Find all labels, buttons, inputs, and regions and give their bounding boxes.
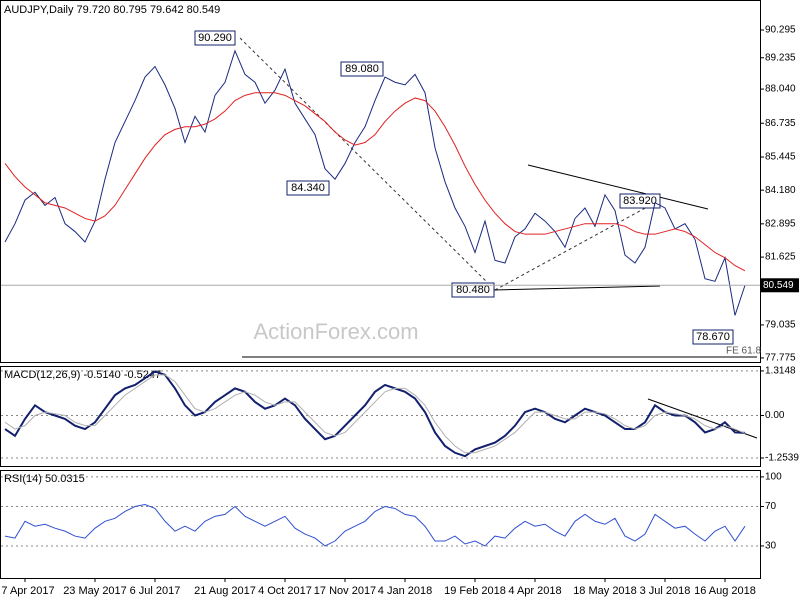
series-line [4, 92, 746, 272]
series-line [4, 49, 746, 316]
label-box [619, 193, 661, 209]
x-tick-label: 16 Aug 2018 [694, 585, 756, 597]
label-box [340, 61, 384, 77]
trend-line [647, 398, 758, 439]
x-tick-label: 6 Jul 2017 [130, 585, 181, 597]
rsi-panel [0, 470, 761, 579]
y-tick-label: 90.295 [765, 25, 796, 36]
x-tick-label: 4 Apr 2018 [508, 585, 561, 597]
label-box [451, 282, 495, 298]
price-panel [0, 0, 761, 363]
series-line [4, 370, 746, 458]
annotation: 84.340 [291, 182, 325, 194]
y-tick-label: 82.895 [765, 218, 796, 229]
x-tick-label: 21 Aug 2017 [194, 585, 256, 597]
label-box [692, 329, 734, 345]
y-tick-label: 84.180 [765, 185, 796, 196]
trend-line [493, 285, 661, 291]
fib-line [494, 199, 661, 291]
x-tick-label: 7 Apr 2017 [1, 585, 54, 597]
x-tick-label: 4 Oct 2017 [258, 585, 312, 597]
annotation: 83.920 [623, 195, 657, 207]
y-tick-label: -1.2539 [765, 453, 799, 464]
y-tick-label: 70 [765, 501, 777, 512]
y-tick-label: 30 [765, 541, 777, 552]
trend-line [527, 164, 709, 210]
x-tick-label: 18 May 2018 [573, 585, 637, 597]
annotation: 90.290 [198, 32, 232, 44]
y-tick-label: 1.3148 [765, 366, 796, 377]
y-tick-label: 85.445 [765, 152, 796, 163]
rsi-title: RSI(14) 50.0315 [4, 473, 85, 485]
annotation: FE 61.8 [726, 346, 761, 357]
series-line [4, 374, 746, 454]
y-tick-label: 100 [765, 472, 782, 483]
x-tick-label: 3 Jul 2018 [640, 585, 691, 597]
x-tick-label: 17 Nov 2017 [314, 585, 376, 597]
annotation: 89.080 [345, 63, 379, 75]
y-tick-label: 86.735 [765, 118, 796, 129]
y-tick-label: 89.235 [765, 52, 796, 63]
label-box [286, 180, 330, 196]
price-box [761, 278, 799, 293]
y-tick-label: 77.775 [765, 353, 796, 364]
y-tick-label: 88.040 [765, 84, 796, 95]
x-tick-label: 23 May 2017 [63, 585, 127, 597]
macd-panel [0, 366, 761, 467]
x-tick-label: 4 Jan 2018 [378, 585, 432, 597]
y-tick-label: 0.00 [765, 410, 785, 421]
macd-title: MACD(12,26,9) -0.5140 -0.5247 [4, 369, 161, 381]
price-label: 80.549 [763, 280, 794, 291]
label-box [194, 30, 236, 46]
y-tick-label: 79.035 [765, 320, 796, 331]
y-tick-label: 81.625 [765, 252, 796, 263]
chart-title: AUDJPY,Daily 79.720 80.795 79.642 80.549 [4, 4, 220, 16]
series-line [4, 504, 746, 547]
annotation: 80.480 [456, 284, 490, 296]
x-tick-label: 19 Feb 2018 [444, 585, 506, 597]
annotations: 90.290 89.080 84.340 80.480 83.920 78.67… [194, 30, 761, 357]
watermark: ActionForex.com [253, 319, 418, 344]
annotation: 78.670 [696, 331, 730, 343]
